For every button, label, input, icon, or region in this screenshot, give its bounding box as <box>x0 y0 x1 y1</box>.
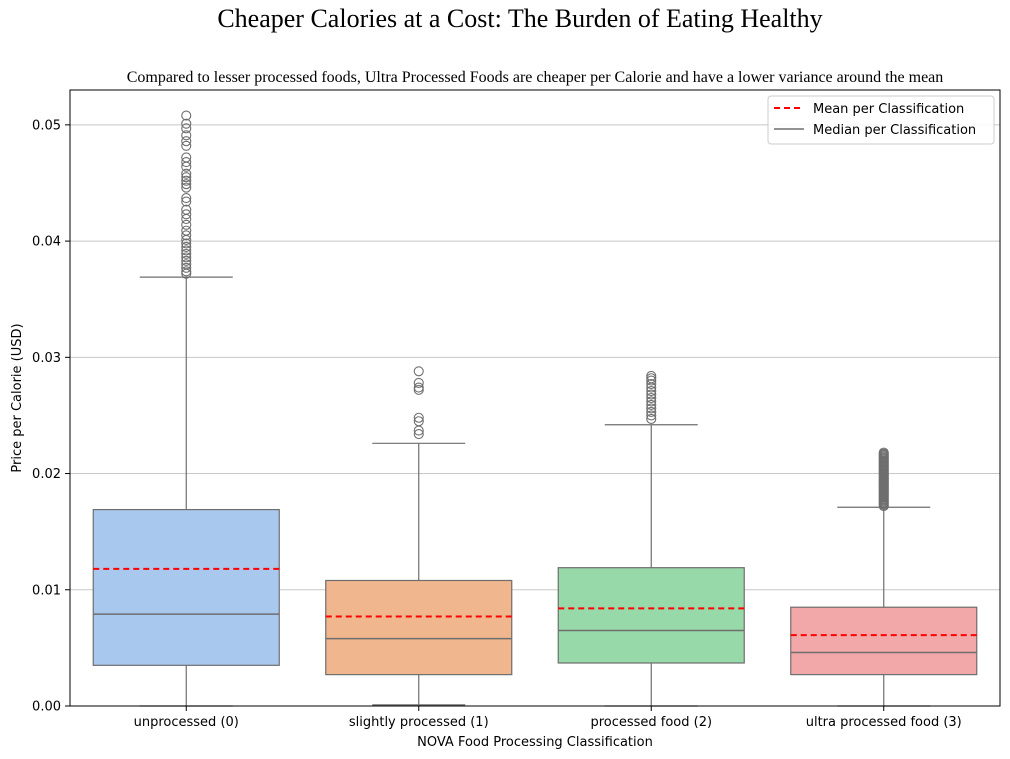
box-1 <box>325 366 513 706</box>
legend-frame <box>767 95 995 145</box>
outlier-point <box>413 416 424 427</box>
box-3 <box>790 447 978 707</box>
outlier-point <box>878 447 889 458</box>
iqr-box <box>325 579 513 676</box>
outlier-point <box>181 225 192 236</box>
axis-layer: 0.00 0.01 0.02 0.03 0.04 0.05 unprocessed (0) s… <box>32 118 962 730</box>
plot-frame <box>69 89 1001 707</box>
outlier-point <box>413 384 424 395</box>
outlier-point <box>181 248 192 259</box>
x-axis-label: NOVA Food Processing Classification <box>417 735 653 750</box>
outlier-point <box>181 130 192 141</box>
outlier-point <box>646 399 657 411</box>
outlier-point <box>181 245 192 256</box>
chart-title: Compared to lesser processed foods, Ultr… <box>127 69 944 86</box>
outlier-point <box>413 382 424 393</box>
outlier-point <box>181 241 192 252</box>
iqr-box <box>790 606 978 676</box>
outlier-point <box>646 373 657 384</box>
outlier-point <box>646 379 657 390</box>
outlier-point <box>413 377 424 388</box>
y-axis-label: Price per Calorie (USD) <box>10 323 25 472</box>
outlier-point <box>181 123 192 134</box>
outlier-point <box>181 168 192 179</box>
outlier-point <box>181 255 192 266</box>
outlier-point <box>181 219 192 230</box>
outlier-point <box>181 152 192 163</box>
outlier-point <box>181 118 192 129</box>
outlier-point <box>413 412 424 423</box>
y-tick-label: 0.03 <box>32 351 61 366</box>
outlier-point <box>646 406 657 417</box>
legend-median-label: Median per Classification <box>813 123 976 138</box>
box-2 <box>557 370 745 707</box>
outlier-point <box>181 204 192 215</box>
x-tick-label: ultra processed food (3) <box>806 715 962 730</box>
x-tick-label: processed food (2) <box>590 715 712 730</box>
outlier-point <box>181 193 192 204</box>
outlier-point <box>646 413 657 424</box>
outlier-point <box>646 396 657 407</box>
outlier-point <box>181 196 192 207</box>
outlier-point <box>181 175 192 186</box>
outlier-point <box>181 252 192 263</box>
y-tick-label: 0.05 <box>32 118 61 133</box>
legend-mean-label: Mean per Classification <box>813 102 964 117</box>
outlier-point <box>646 375 657 386</box>
outlier-point <box>181 262 192 273</box>
box-0 <box>92 110 280 707</box>
y-tick-label: 0.01 <box>32 583 61 598</box>
y-tick-label: 0.04 <box>32 235 61 250</box>
x-tick-label: slightly processed (1) <box>349 715 489 730</box>
outlier-point <box>181 238 192 249</box>
outlier-point <box>181 209 192 220</box>
legend: Mean per Classification Median per Class… <box>767 95 995 145</box>
iqr-box <box>557 567 745 664</box>
x-tick-label: unprocessed (0) <box>134 715 239 730</box>
outlier-point <box>646 403 657 414</box>
box-layer <box>92 110 978 707</box>
outlier-point <box>181 266 192 277</box>
outlier-point <box>181 157 192 168</box>
outlier-point <box>181 110 192 121</box>
outlier-point <box>181 140 192 151</box>
outlier-point <box>646 410 657 421</box>
outlier-point <box>181 179 192 190</box>
outlier-point <box>413 366 424 377</box>
outlier-point <box>646 370 657 381</box>
outlier-point <box>646 392 657 404</box>
outlier-point <box>181 259 192 270</box>
iqr-box <box>92 508 280 666</box>
outlier-point <box>413 428 424 440</box>
outlier-point <box>181 172 192 183</box>
outlier-point <box>181 230 192 241</box>
outlier-point <box>646 385 657 397</box>
y-tick-label: 0.02 <box>32 467 61 482</box>
figure-suptitle: Cheaper Calories at a Cost: The Burden o… <box>217 4 823 33</box>
y-tick-label: 0.00 <box>32 700 61 715</box>
outlier-point <box>646 389 657 400</box>
outlier-point <box>181 136 192 147</box>
outlier-point <box>181 182 192 193</box>
